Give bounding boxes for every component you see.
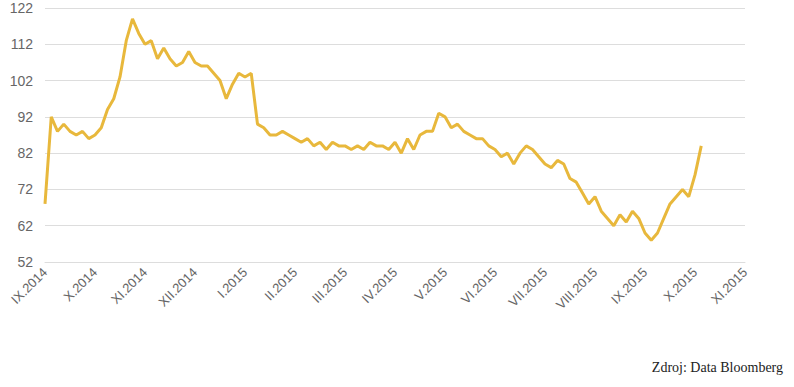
svg-text:X.2015: X.2015 [661, 265, 701, 305]
svg-text:II.2015: II.2015 [262, 265, 301, 304]
svg-text:IX.2015: IX.2015 [608, 265, 650, 307]
svg-text:IV.2015: IV.2015 [359, 265, 400, 306]
svg-text:112: 112 [11, 36, 34, 52]
svg-text:92: 92 [17, 109, 33, 125]
svg-text:III.2015: III.2015 [309, 265, 350, 306]
svg-text:72: 72 [17, 181, 33, 197]
svg-text:82: 82 [17, 145, 33, 161]
svg-text:I.2015: I.2015 [214, 265, 250, 301]
svg-text:VIII.2015: VIII.2015 [553, 265, 600, 312]
svg-text:V.2015: V.2015 [411, 265, 450, 304]
svg-text:102: 102 [10, 73, 34, 89]
svg-text:52: 52 [17, 254, 33, 270]
svg-text:VI.2015: VI.2015 [458, 265, 500, 307]
svg-text:62: 62 [17, 218, 33, 234]
svg-text:Zdroj: Data Bloomberg: Zdroj: Data Bloomberg [652, 360, 783, 375]
svg-text:X.2014: X.2014 [61, 265, 101, 305]
svg-text:XI.2015: XI.2015 [708, 265, 750, 307]
svg-text:XI.2014: XI.2014 [108, 265, 150, 307]
svg-text:XII.2014: XII.2014 [155, 265, 200, 310]
svg-text:VII.2015: VII.2015 [505, 265, 550, 310]
svg-text:122: 122 [10, 0, 34, 16]
svg-text:IX.2014: IX.2014 [8, 265, 50, 307]
